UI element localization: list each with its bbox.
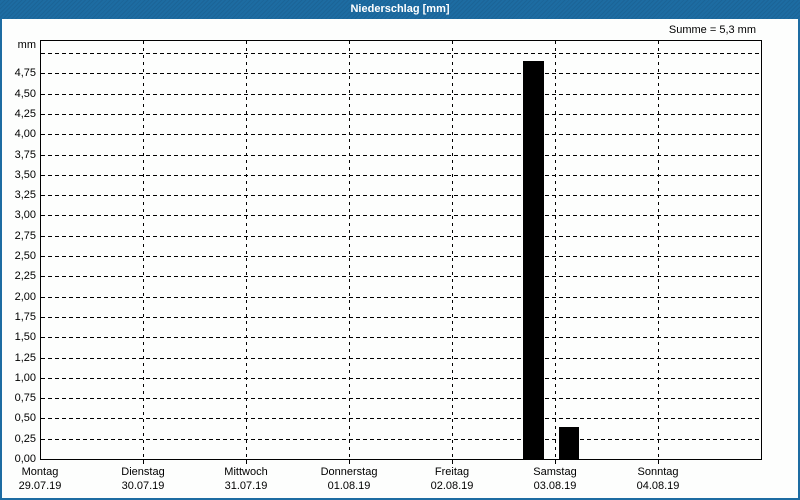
gridline-horizontal bbox=[41, 94, 761, 95]
y-axis-tick-label: 1,75 bbox=[14, 311, 36, 323]
gridline-horizontal bbox=[41, 256, 761, 257]
panel-title: Niederschlag [mm] bbox=[350, 3, 450, 15]
plot-area bbox=[40, 40, 762, 460]
gridline-horizontal bbox=[41, 175, 761, 176]
day-name: Samstag bbox=[533, 466, 577, 478]
gridline-horizontal bbox=[41, 134, 761, 135]
day-date: 04.08.19 bbox=[636, 480, 680, 492]
x-axis-tick bbox=[452, 460, 453, 464]
day-date: 01.08.19 bbox=[327, 480, 371, 492]
precipitation-bar bbox=[559, 427, 579, 459]
y-axis-tick-label: 4,00 bbox=[14, 128, 36, 140]
gridline-horizontal bbox=[41, 439, 761, 440]
x-axis-tick bbox=[658, 460, 659, 464]
day-name: Montag bbox=[21, 466, 59, 478]
x-axis-day-label: Donnerstag 01.08.19 bbox=[297, 466, 401, 493]
y-axis-tick-label: 4,75 bbox=[14, 67, 36, 79]
gridline-vertical bbox=[555, 41, 556, 459]
x-axis-tick bbox=[349, 460, 350, 464]
y-axis-tick-label: 2,00 bbox=[14, 291, 36, 303]
y-axis-tick-label: 2,50 bbox=[14, 250, 36, 262]
gridline-horizontal bbox=[41, 73, 761, 74]
y-axis-tick-label: 1,25 bbox=[14, 352, 36, 364]
gridline-horizontal bbox=[41, 236, 761, 237]
y-axis-tick-label: 4,50 bbox=[14, 88, 36, 100]
gridline-horizontal bbox=[41, 276, 761, 277]
gridline-vertical bbox=[452, 41, 453, 459]
y-axis-tick-label: 1,00 bbox=[14, 372, 36, 384]
x-axis-day-label: Montag 29.07.19 bbox=[0, 466, 92, 493]
day-name: Donnerstag bbox=[320, 466, 378, 478]
gridline-horizontal bbox=[41, 358, 761, 359]
titlebar[interactable]: Niederschlag [mm] bbox=[0, 0, 800, 19]
x-axis-tick bbox=[246, 460, 247, 464]
y-axis-tick-label: 0,25 bbox=[14, 433, 36, 445]
day-name: Mittwoch bbox=[224, 466, 268, 478]
y-axis-tick-label: 0,75 bbox=[14, 392, 36, 404]
gridline-horizontal bbox=[41, 317, 761, 318]
x-axis-tick bbox=[143, 460, 144, 464]
y-axis-tick-label: 3,00 bbox=[14, 209, 36, 221]
x-axis-day-label: Sonntag 04.08.19 bbox=[606, 466, 710, 493]
y-axis-unit-label: mm bbox=[17, 39, 36, 51]
x-axis-tick bbox=[555, 460, 556, 464]
day-date: 03.08.19 bbox=[533, 480, 577, 492]
gridline-vertical bbox=[143, 41, 144, 459]
gridline-horizontal bbox=[41, 53, 761, 54]
day-date: 30.07.19 bbox=[121, 480, 165, 492]
gridline-vertical bbox=[349, 41, 350, 459]
y-axis-tick-label: 2,75 bbox=[14, 230, 36, 242]
day-name: Sonntag bbox=[637, 466, 679, 478]
gridline-horizontal bbox=[41, 418, 761, 419]
y-axis-tick-label: 3,50 bbox=[14, 169, 36, 181]
gridline-vertical bbox=[658, 41, 659, 459]
gridline-horizontal bbox=[41, 398, 761, 399]
y-axis-tick-label: 0,50 bbox=[14, 412, 36, 424]
precipitation-bar bbox=[523, 61, 544, 459]
y-axis-tick-label: 3,75 bbox=[14, 149, 36, 161]
day-date: 29.07.19 bbox=[18, 480, 62, 492]
day-name: Dienstag bbox=[121, 466, 165, 478]
sum-annotation: Summe = 5,3 mm bbox=[668, 24, 756, 36]
gridline-horizontal bbox=[41, 215, 761, 216]
y-axis-tick-label: 0,00 bbox=[14, 453, 36, 465]
day-name: Freitag bbox=[434, 466, 470, 478]
x-axis-day-label: Dienstag 30.07.19 bbox=[91, 466, 195, 493]
day-date: 31.07.19 bbox=[224, 480, 268, 492]
x-axis-day-label: Samstag 03.08.19 bbox=[503, 466, 607, 493]
day-date: 02.08.19 bbox=[430, 480, 474, 492]
gridline-horizontal bbox=[41, 114, 761, 115]
y-axis-tick-label: 2,25 bbox=[14, 270, 36, 282]
gridline-vertical bbox=[246, 41, 247, 459]
gridline-horizontal bbox=[41, 297, 761, 298]
y-axis-tick-label: 1,50 bbox=[14, 331, 36, 343]
gridline-horizontal bbox=[41, 378, 761, 379]
y-axis-tick-label: 4,25 bbox=[14, 108, 36, 120]
gridline-horizontal bbox=[41, 195, 761, 196]
gridline-horizontal bbox=[41, 337, 761, 338]
x-axis-day-label: Mittwoch 31.07.19 bbox=[194, 466, 298, 493]
y-axis-tick-label: 3,25 bbox=[14, 189, 36, 201]
gridline-horizontal bbox=[41, 155, 761, 156]
x-axis-day-label: Freitag 02.08.19 bbox=[400, 466, 504, 493]
